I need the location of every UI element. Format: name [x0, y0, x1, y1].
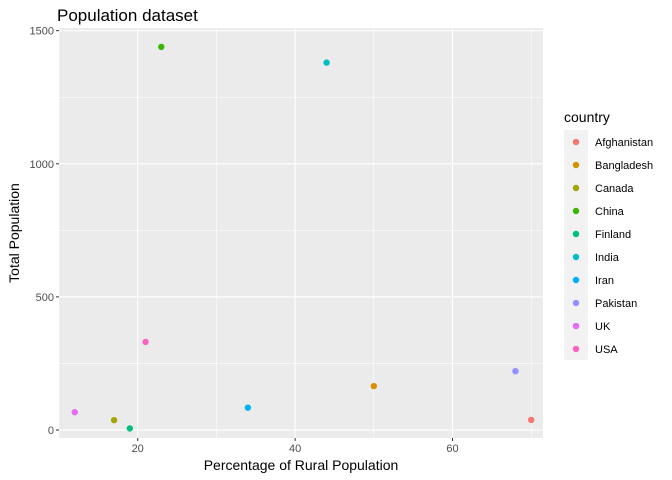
data-point-usa — [142, 338, 149, 346]
data-point-afghanistan — [527, 416, 535, 424]
x-axis-title: Percentage of Rural Population — [204, 457, 399, 473]
legend-key-finland — [572, 230, 580, 238]
data-point-finland — [126, 425, 134, 432]
legend-key-canada — [572, 184, 580, 192]
y-tick-label: 500 — [36, 292, 54, 304]
axis-ticks: 20 40 60 0 500 1000 1500 — [30, 26, 459, 455]
legend-key-china — [572, 207, 580, 215]
y-tick-label: 0 — [48, 425, 54, 437]
legend-key-bangladesh — [572, 161, 580, 169]
legend-label-usa: USA — [595, 344, 618, 356]
data-point-pakistan — [512, 367, 519, 375]
legend-label-uk: UK — [595, 321, 611, 333]
legend-key-uk — [572, 322, 580, 330]
plot-panel — [59, 28, 543, 438]
legend-key-background — [564, 130, 588, 360]
legend-key-usa — [572, 345, 580, 353]
x-tick-label: 60 — [446, 443, 458, 455]
legend-key-afghanistan — [572, 138, 580, 146]
legend-key-india — [572, 253, 580, 261]
chart-title: Population dataset — [57, 6, 198, 25]
data-point-canada — [110, 416, 118, 424]
legend-key-pakistan — [572, 299, 580, 307]
legend: country Afghanistan Bangladesh Canada China… — [564, 109, 653, 360]
y-tick-label: 1500 — [30, 26, 54, 38]
grid-lines — [58, 28, 543, 438]
x-tick-label: 40 — [289, 443, 301, 455]
legend-label-china: China — [595, 206, 625, 218]
data-point-india — [323, 59, 330, 66]
legend-label-canada: Canada — [595, 183, 634, 195]
data-point-uk — [71, 408, 78, 416]
data-points — [71, 43, 535, 432]
legend-label-finland: Finland — [595, 229, 631, 241]
legend-label-afghanistan: Afghanistan — [595, 137, 653, 149]
legend-label-pakistan: Pakistan — [595, 298, 637, 310]
legend-label-bangladesh: Bangladesh — [595, 160, 653, 172]
legend-label-iran: Iran — [595, 275, 614, 287]
data-point-iran — [244, 404, 252, 411]
data-point-bangladesh — [370, 382, 377, 390]
data-point-china — [158, 43, 165, 51]
legend-label-india: India — [595, 252, 620, 264]
y-tick-label: 1000 — [30, 159, 54, 171]
legend-title: country — [564, 109, 610, 125]
y-axis-title: Total Population — [6, 183, 22, 283]
legend-key-iran — [572, 276, 580, 284]
x-tick-label: 20 — [132, 443, 144, 455]
